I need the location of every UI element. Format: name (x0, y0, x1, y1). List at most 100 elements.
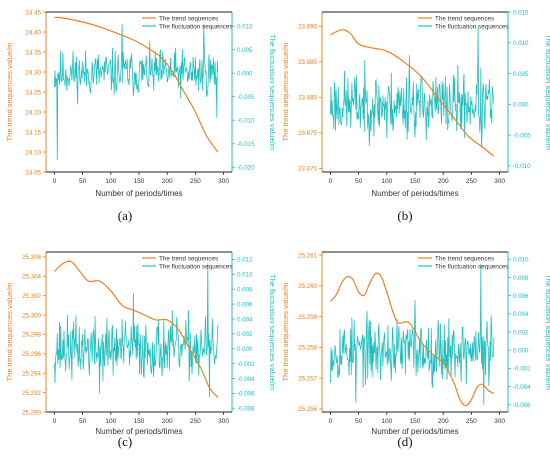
left-tick-label: 25.306 (22, 254, 41, 261)
right-axis-label: The fluctuation sequences value/m (268, 274, 277, 390)
x-tick-label: 150 (410, 418, 421, 425)
right-tick-label: -0.004 (513, 384, 531, 391)
x-tick-label: 0 (329, 178, 333, 185)
legend-fluct-label: The fluctuation sequences (159, 24, 233, 31)
x-tick-label: 100 (381, 178, 392, 185)
fluctuation-series-line (330, 263, 495, 405)
left-tick-label: 25.302 (22, 293, 41, 300)
left-tick-label: 25.257 (298, 375, 317, 382)
right-tick-label: -0.005 (513, 132, 531, 139)
right-tick-label: -0.015 (237, 141, 255, 148)
x-tick-label: 100 (105, 418, 116, 425)
x-tick-label: 50 (79, 418, 87, 425)
chart-panel-1: 0 50 100 150 200 250 300 23.870 23.875 23.880 23.8… (281, 9, 550, 223)
right-tick-label: -0.008 (237, 406, 255, 413)
right-tick-label: 0.005 (513, 71, 529, 78)
right-tick-label: 0.010 (513, 40, 529, 47)
right-tick-label: -0.005 (237, 94, 255, 101)
right-tick-label: 0.015 (513, 9, 529, 16)
left-tick-label: 25.300 (22, 312, 41, 319)
x-tick-label: 50 (355, 418, 363, 425)
panel-label: (b) (397, 208, 412, 223)
left-axis-label: The trend sequences value/m (5, 283, 14, 382)
fluctuation-series-line (54, 23, 219, 161)
right-tick-label: 0.004 (513, 311, 529, 318)
x-tick-label: 250 (466, 178, 477, 185)
x-axis-label: Number of periods/times (95, 427, 182, 436)
legend-fluct-label: The fluctuation sequences (435, 24, 509, 31)
left-tick-label: 23.875 (298, 130, 317, 137)
x-axis-label: Number of periods/times (371, 427, 458, 436)
left-tick-label: 25.298 (22, 332, 41, 339)
x-axis-label: Number of periods/times (95, 189, 182, 198)
left-tick-label: 25.258 (298, 345, 317, 352)
left-tick-label: 24.45 (26, 9, 42, 16)
fluctuation-series-line (330, 27, 495, 148)
x-tick-label: 200 (162, 418, 173, 425)
right-tick-label: -0.002 (513, 366, 531, 373)
right-tick-label: 0.010 (513, 257, 529, 264)
right-tick-label: 0.006 (237, 301, 253, 308)
x-tick-label: 100 (105, 178, 116, 185)
x-axis-label: Number of periods/times (371, 189, 458, 198)
left-tick-label: 24.20 (26, 109, 42, 116)
left-tick-label: 23.885 (298, 59, 317, 66)
right-tick-label: 0.005 (237, 47, 253, 54)
x-tick-label: 100 (381, 418, 392, 425)
left-tick-label: 24.40 (26, 29, 42, 36)
left-tick-label: 25.260 (298, 283, 317, 290)
chart-panel-2: 0 50 100 150 200 250 300 25.290 25.292 25.294 25.2… (5, 251, 277, 449)
left-tick-label: 24.25 (26, 89, 42, 96)
right-tick-label: -0.004 (237, 376, 255, 383)
right-tick-label: -0.006 (513, 402, 531, 409)
x-tick-label: 0 (53, 418, 57, 425)
right-tick-label: -0.020 (237, 165, 255, 172)
left-tick-label: 24.10 (26, 149, 42, 156)
left-tick-label: 25.259 (298, 314, 317, 321)
trend-series-line (54, 260, 219, 398)
x-tick-label: 150 (134, 418, 145, 425)
trend-series-line (330, 272, 495, 407)
left-tick-label: 24.30 (26, 69, 42, 76)
x-tick-label: 200 (162, 178, 173, 185)
right-tick-label: -0.002 (237, 361, 255, 368)
right-tick-label: 0.012 (237, 257, 253, 264)
panel-label: (a) (118, 208, 132, 223)
right-tick-label: 0.000 (237, 70, 253, 77)
x-tick-label: 50 (355, 178, 363, 185)
right-tick-label: 0.010 (237, 23, 253, 30)
left-tick-label: 23.890 (298, 24, 317, 31)
right-tick-label: 0.000 (237, 346, 253, 353)
right-tick-label: 0.000 (513, 102, 529, 109)
x-tick-label: 250 (466, 418, 477, 425)
legend-trend-label: The trend sequences (159, 256, 218, 263)
x-tick-label: 300 (494, 178, 505, 185)
right-axis-label: The fluctuation sequences value/m (544, 274, 550, 390)
legend-fluct-label: The fluctuation sequences (159, 264, 233, 271)
left-tick-label: 25.294 (22, 371, 41, 378)
right-tick-label: 0.004 (237, 316, 253, 323)
x-tick-label: 300 (218, 178, 229, 185)
legend-fluct-label: The fluctuation sequences (435, 264, 509, 271)
x-tick-label: 150 (410, 178, 421, 185)
left-tick-label: 25.261 (298, 252, 317, 259)
left-axis-label: The trend sequences value/m (5, 43, 14, 142)
legend-trend-label: The trend sequences (435, 256, 494, 263)
right-tick-label: 0.002 (237, 331, 253, 338)
right-axis-label: The fluctuation sequences value/m (268, 34, 277, 150)
x-tick-label: 50 (79, 178, 87, 185)
right-tick-label: 0.002 (513, 329, 529, 336)
chart-panel-0: 0 50 100 150 200 250 300 24.05 24.10 24.15 24.20 24… (5, 9, 277, 223)
right-tick-label: 0.008 (513, 275, 529, 282)
right-tick-label: 0.000 (513, 347, 529, 354)
x-tick-label: 300 (218, 418, 229, 425)
right-tick-label: -0.006 (237, 391, 255, 398)
right-tick-label: 0.006 (513, 293, 529, 300)
right-tick-label: -0.010 (513, 163, 531, 170)
panel-label: (d) (397, 434, 412, 449)
x-tick-label: 0 (329, 418, 333, 425)
left-tick-label: 24.05 (26, 169, 42, 176)
left-tick-label: 23.880 (298, 95, 317, 102)
x-tick-label: 200 (438, 178, 449, 185)
x-tick-label: 250 (190, 178, 201, 185)
